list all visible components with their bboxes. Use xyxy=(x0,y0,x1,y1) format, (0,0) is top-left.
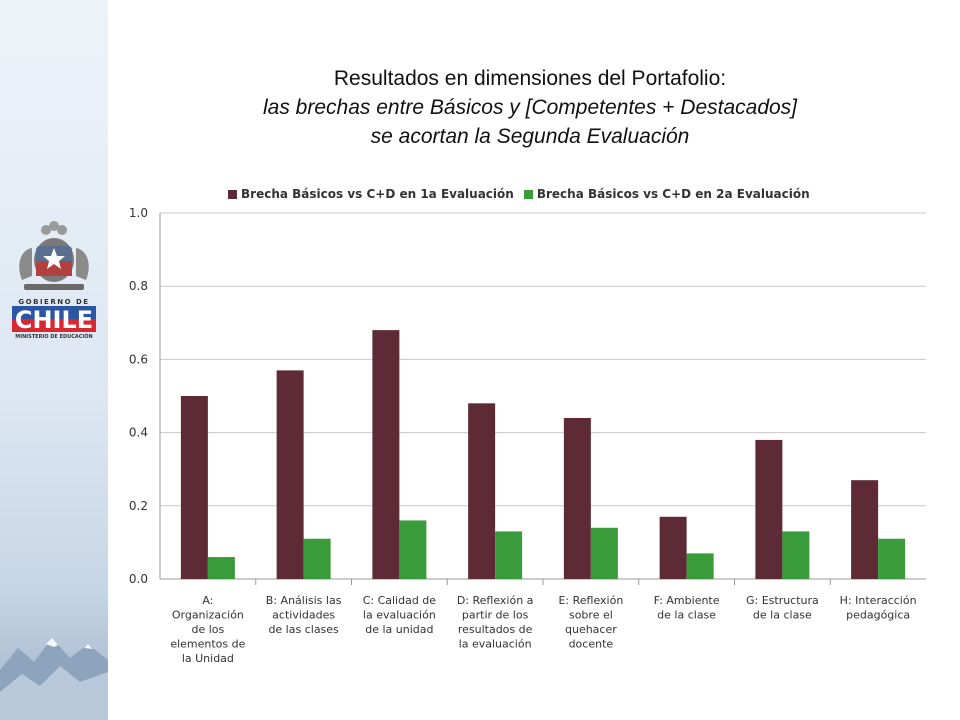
coat-of-arms-icon xyxy=(19,221,89,290)
legend-label-series-1: Brecha Básicos vs C+D en 1a Evaluación xyxy=(241,187,514,201)
side-panel: GOBIERNO DE CHILE MINISTERIO DE EDUCACIÓ… xyxy=(0,0,108,720)
x-category-label-2-2: de la unidad xyxy=(365,623,433,636)
x-category-label-1-2: de las clases xyxy=(268,623,339,636)
mountain-background xyxy=(0,638,108,720)
y-tick-label-4: 0.8 xyxy=(129,279,148,293)
bar-series-1-cat-6 xyxy=(755,439,783,579)
logo-line-2: CHILE xyxy=(15,306,93,332)
bar-series-2-cat-2 xyxy=(399,520,427,579)
x-category-label-5-1: de la clase xyxy=(657,609,716,622)
y-tick-label-3: 0.6 xyxy=(129,352,148,366)
legend-item-series-1: Brecha Básicos vs C+D en 1a Evaluación xyxy=(228,187,514,201)
x-category-label-0-1: Organización xyxy=(172,609,244,622)
bar-series-2-cat-4 xyxy=(590,527,618,579)
x-category-label-4-3: docente xyxy=(569,638,614,651)
bar-series-1-cat-2 xyxy=(372,330,400,579)
x-category-label-3-3: la evaluación xyxy=(459,638,532,651)
y-tick-label-0: 0.0 xyxy=(129,572,148,586)
title-line-1: Resultados en dimensiones del Portafolio… xyxy=(333,67,727,90)
title-line-3: se acortan la Segunda Evaluación xyxy=(370,125,690,148)
x-category-label-0-0: A: xyxy=(202,594,213,607)
x-category-label-1-0: B: Análisis las xyxy=(266,594,342,607)
bar-series-1-cat-7 xyxy=(851,480,879,579)
bar-series-1-cat-0 xyxy=(180,396,208,579)
x-category-label-7-1: pedagógica xyxy=(846,609,910,622)
bar-series-1-cat-4 xyxy=(563,417,591,579)
legend-label-series-2: Brecha Básicos vs C+D en 2a Evaluación xyxy=(536,187,810,201)
x-category-label-6-1: de la clase xyxy=(753,609,812,622)
x-category-label-0-3: elementos de xyxy=(170,638,245,651)
y-tick-label-2: 0.4 xyxy=(129,426,148,440)
bar-series-2-cat-1 xyxy=(303,538,331,579)
x-category-label-7-0: H: Interacción xyxy=(840,594,917,607)
slide-title: Resultados en dimensiones del Portafolio… xyxy=(120,64,940,151)
x-category-label-2-0: C: Calidad de xyxy=(363,594,437,607)
logo-chile-wordmark: CHILE xyxy=(12,306,96,332)
x-category-label-4-1: sobre el xyxy=(569,609,613,622)
x-category-label-0-4: la Unidad xyxy=(182,652,234,665)
x-category-label-1-1: actividades xyxy=(272,609,335,622)
bar-series-1-cat-5 xyxy=(659,516,687,579)
legend-item-series-2: Brecha Básicos vs C+D en 2a Evaluación xyxy=(523,187,810,201)
chart-legend: Brecha Básicos vs C+D en 1a Evaluación B… xyxy=(228,184,820,204)
y-tick-label-1: 0.2 xyxy=(129,499,148,513)
x-category-label-0-2: de los xyxy=(191,623,224,636)
x-category-label-3-2: resultados de xyxy=(458,623,533,636)
x-category-label-6-0: G: Estructura xyxy=(746,594,819,607)
x-category-label-3-0: D: Reflexión a xyxy=(457,594,534,607)
bar-series-2-cat-7 xyxy=(878,538,906,579)
x-category-label-3-1: partir de los xyxy=(462,609,529,622)
logo-line-1: GOBIERNO DE xyxy=(18,298,90,306)
legend-swatch-series-1 xyxy=(228,189,237,199)
bar-series-2-cat-6 xyxy=(782,531,810,579)
bar-series-1-cat-1 xyxy=(276,370,304,579)
x-category-label-4-2: quehacer xyxy=(565,623,617,636)
bar-series-2-cat-0 xyxy=(207,557,235,579)
x-category-label-4-0: E: Reflexión xyxy=(558,594,623,607)
bar-series-2-cat-5 xyxy=(686,553,714,579)
logo-line-3: MINISTERIO DE EDUCACIÓN xyxy=(15,334,93,340)
y-tick-label-5: 1.0 xyxy=(129,206,148,220)
legend-swatch-series-2 xyxy=(523,189,533,199)
x-category-label-5-0: F: Ambiente xyxy=(654,594,720,607)
x-category-label-2-1: la evaluación xyxy=(363,609,436,622)
bar-series-1-cat-3 xyxy=(468,403,496,579)
title-line-2: las brechas entre Básicos y [Competentes… xyxy=(262,96,798,119)
gobierno-de-chile-logo: GOBIERNO DE CHILE MINISTERIO DE EDUCACIÓ… xyxy=(6,218,102,340)
bar-series-2-cat-3 xyxy=(495,531,523,579)
